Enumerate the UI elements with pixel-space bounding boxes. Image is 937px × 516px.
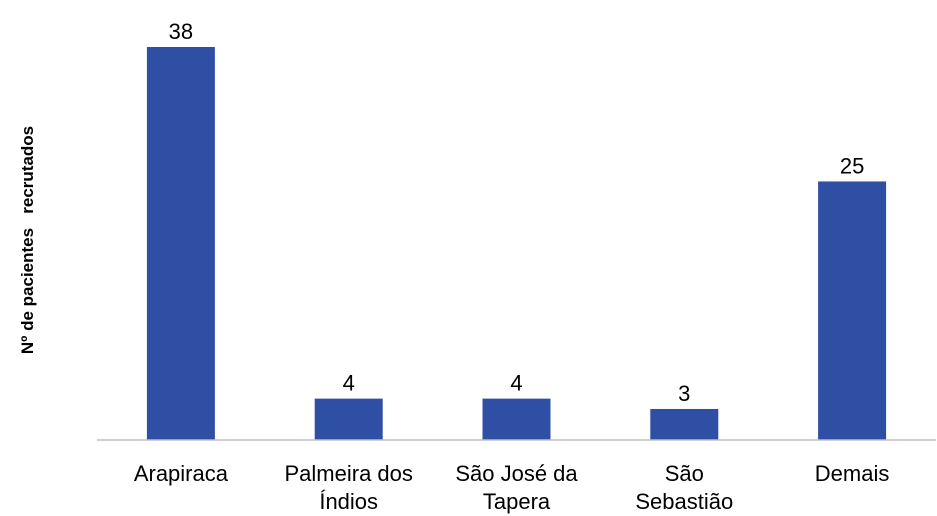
data-label: 4	[510, 371, 522, 396]
category-label-line: Tapera	[483, 489, 551, 514]
data-label: 3	[678, 381, 690, 406]
bar	[314, 398, 383, 440]
value-labels-group: 38 4 4 3 25	[169, 19, 865, 406]
category-label: São Sebastião	[635, 461, 733, 514]
bars-group	[146, 47, 887, 440]
category-label-line: São	[665, 461, 704, 486]
category-label: São José da Tapera	[455, 461, 578, 514]
category-label-line: São José da	[455, 461, 578, 486]
bar	[650, 408, 719, 440]
data-label: 38	[169, 19, 193, 44]
category-label: Palmeira dos Índios	[285, 461, 413, 514]
bar	[818, 181, 887, 440]
category-label-line: Sebastião	[635, 489, 733, 514]
category-label-line: Palmeira dos	[285, 461, 413, 486]
bar	[482, 398, 551, 440]
y-axis-title: Nº de pacientes recrutados	[18, 126, 37, 354]
data-label: 25	[840, 153, 864, 178]
category-label-line: Arapiraca	[134, 461, 229, 486]
category-label: Arapiraca	[134, 461, 229, 486]
bar	[146, 47, 215, 440]
data-label: 4	[343, 371, 355, 396]
category-label-line: Demais	[815, 461, 890, 486]
category-labels-group: Arapiraca Palmeira dos Índios São José da Ta…	[134, 461, 890, 514]
category-label: Demais	[815, 461, 890, 486]
category-label-line: Índios	[319, 489, 378, 514]
